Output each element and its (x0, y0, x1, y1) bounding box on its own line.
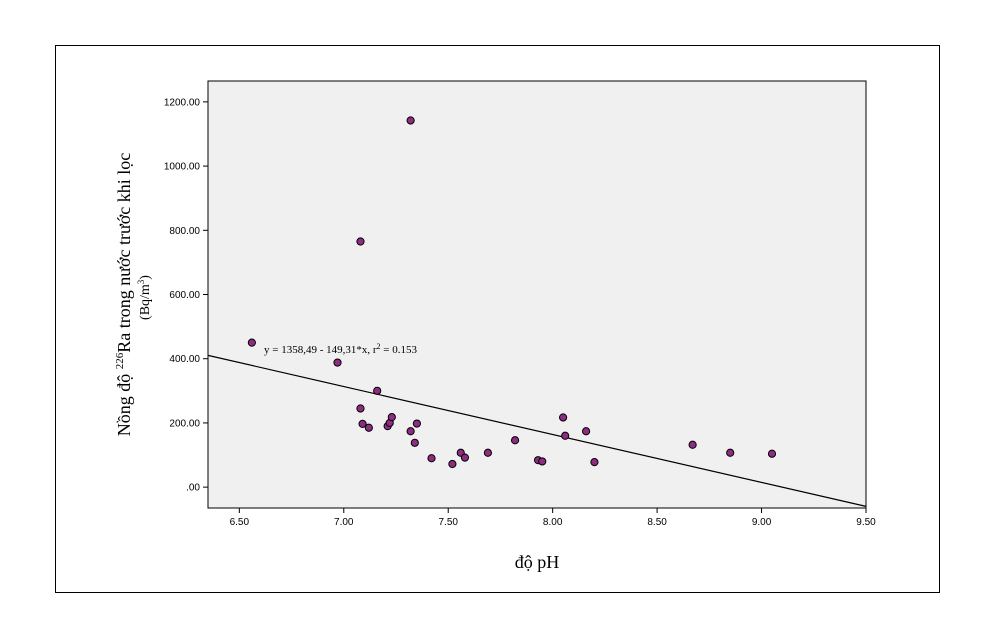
data-point (412, 419, 421, 428)
y-axis-title: Nồng độ 226Ra trong nước trước khi lọc (114, 153, 134, 437)
x-tick-label: 8.00 (543, 517, 563, 528)
data-point (448, 459, 457, 469)
x-tick-label: 9.00 (752, 517, 772, 528)
y-tick-label: 800.00 (169, 226, 200, 237)
x-tick-label: 7.00 (334, 517, 354, 528)
y-tick-label: .00 (186, 483, 200, 494)
data-point (333, 358, 342, 367)
data-point (767, 449, 777, 458)
data-point (410, 438, 419, 447)
x-tick-label: 7.50 (438, 517, 458, 528)
x-axis: 6.50 7.00 7.50 8.00 8.50 9.00 9.50 (230, 508, 876, 528)
data-point (538, 457, 547, 466)
data-point (364, 423, 373, 432)
data-point (581, 427, 591, 436)
fit-line-layer (207, 354, 867, 507)
chart-frame: .00 200.00 400.00 600.00 800.00 1000.00 1200.0… (55, 45, 940, 593)
data-point (247, 338, 256, 347)
data-point (510, 436, 520, 445)
data-point (406, 427, 415, 436)
regression-line (207, 354, 867, 507)
equation-label: y = 1358,49 - 149,31*x, r2 = 0.153 (264, 342, 417, 356)
x-tick-label: 6.50 (230, 517, 250, 528)
x-tick-label: 8.50 (647, 517, 667, 528)
y-tick-label: 200.00 (169, 418, 200, 429)
data-point (373, 386, 382, 395)
data-point (483, 448, 493, 457)
data-point (460, 453, 470, 462)
data-point (688, 440, 697, 449)
data-point (356, 404, 365, 413)
scatter-plot: .00 200.00 400.00 600.00 800.00 1000.00 1200.0… (114, 80, 876, 572)
data-point (561, 431, 570, 440)
x-tick-label: 9.50 (856, 517, 876, 528)
y-tick-label: 1200.00 (164, 97, 201, 108)
x-axis-title: độ pH (515, 552, 560, 572)
data-point (387, 413, 396, 422)
points-layer (247, 116, 777, 469)
y-tick-label: 1000.00 (164, 162, 201, 173)
plot-area (207, 80, 867, 509)
data-point (559, 413, 568, 422)
data-point (427, 454, 436, 463)
data-point (406, 116, 415, 125)
data-point (356, 237, 365, 246)
data-point (358, 419, 367, 428)
y-tick-label: 600.00 (169, 290, 200, 301)
y-axis: .00 200.00 400.00 600.00 800.00 1000.00 1200.0… (164, 97, 208, 494)
data-point (590, 457, 599, 467)
y-tick-label: 400.00 (169, 354, 200, 365)
data-point (726, 448, 735, 457)
y-axis-unit: (Bq/m3) (136, 275, 153, 320)
